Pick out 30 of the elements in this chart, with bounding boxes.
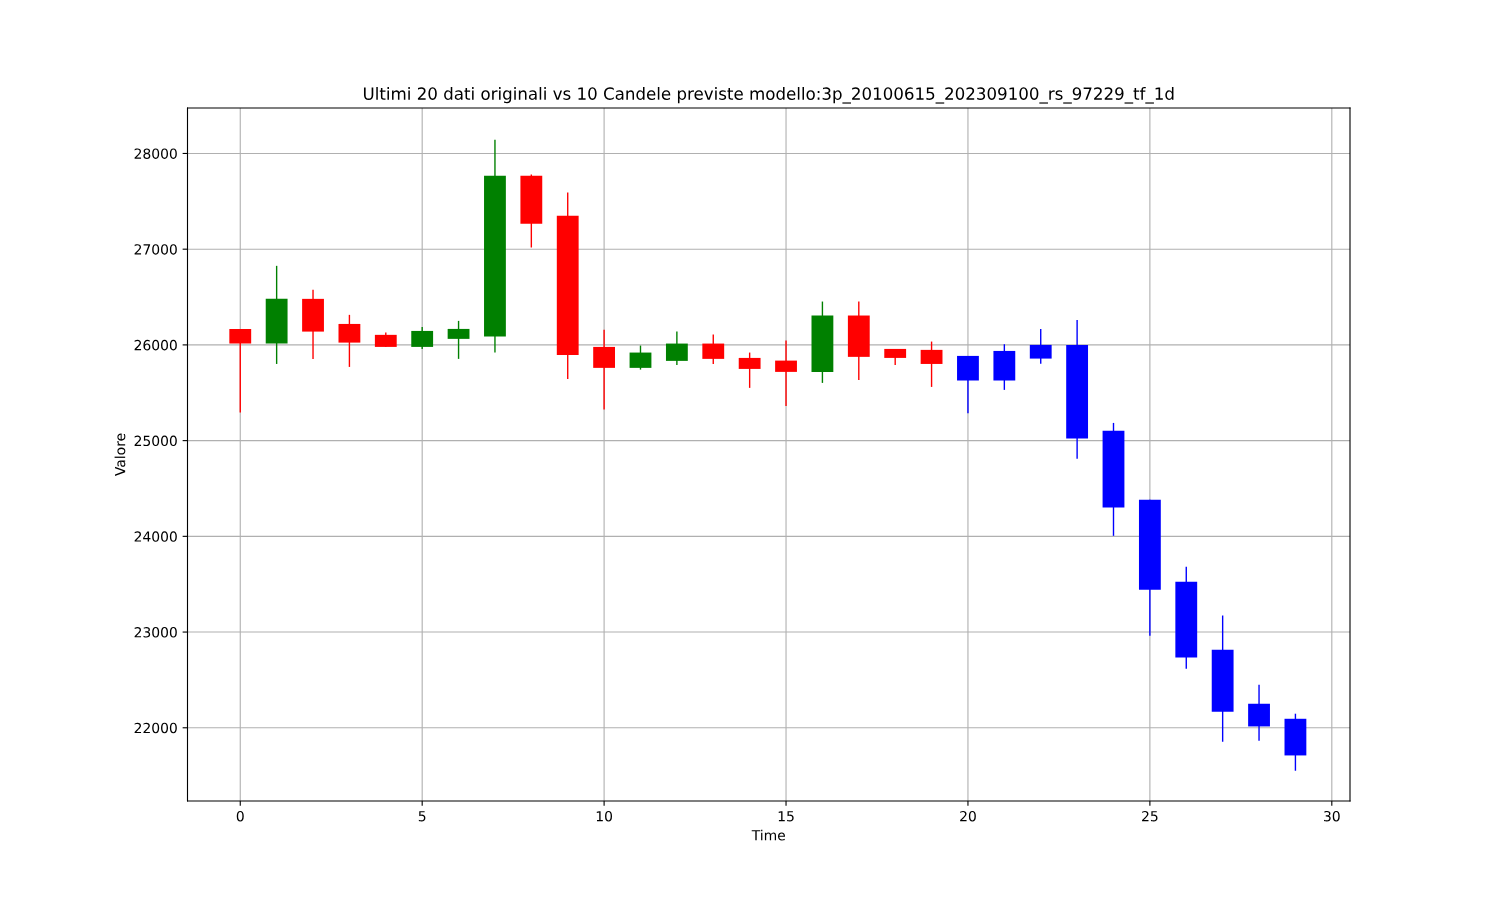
candlestick (1248, 684, 1270, 742)
candlestick (738, 351, 761, 389)
y-tick-label: 28000 (134, 148, 177, 159)
candlestick (702, 333, 725, 365)
y-tick-label: 26000 (134, 339, 177, 351)
x-tick-label: 20 (960, 810, 976, 822)
candlestick (920, 340, 943, 388)
candlestick (775, 339, 797, 407)
candlestick (629, 344, 652, 371)
y-tick-label: 25000 (134, 435, 177, 447)
candlestick (447, 320, 470, 360)
candlestick (338, 314, 361, 368)
x-tick-label: 10 (596, 810, 613, 822)
candlestick (229, 328, 252, 414)
y-tick-label: 22000 (134, 722, 177, 734)
x-axis-title: Time (751, 829, 785, 841)
candlestick (665, 330, 688, 366)
chart-title: Ultimi 20 dati originali vs 10 Candele previste modello:3p_20100615_202309100_rs_97229_tf_1d (363, 87, 1174, 104)
candlestick (1029, 328, 1052, 365)
candlestick (593, 329, 616, 411)
y-tick-label: 24000 (134, 531, 177, 542)
y-axis-title: Valore (114, 433, 126, 477)
y-tick-label: 27000 (134, 244, 177, 255)
x-tick-label: 30 (1324, 810, 1340, 822)
y-tick-label: 23000 (134, 627, 177, 638)
candlestick (411, 326, 434, 350)
x-tick-label: 25 (1142, 810, 1158, 822)
x-tick-label: 0 (236, 810, 244, 822)
x-tick-label: 5 (418, 811, 426, 822)
x-tick-label: 15 (778, 811, 794, 822)
